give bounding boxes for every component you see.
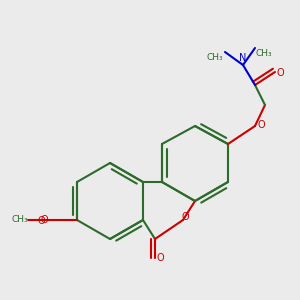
Text: CH₃: CH₃	[207, 53, 224, 62]
Text: O: O	[257, 120, 265, 130]
Text: O: O	[182, 212, 189, 222]
Text: O: O	[157, 253, 164, 263]
Text: O: O	[38, 216, 46, 226]
Text: N: N	[239, 52, 247, 63]
Text: O: O	[277, 68, 284, 78]
Text: O: O	[41, 215, 49, 225]
Text: CH₃: CH₃	[11, 215, 28, 224]
Text: CH₃: CH₃	[256, 49, 272, 58]
